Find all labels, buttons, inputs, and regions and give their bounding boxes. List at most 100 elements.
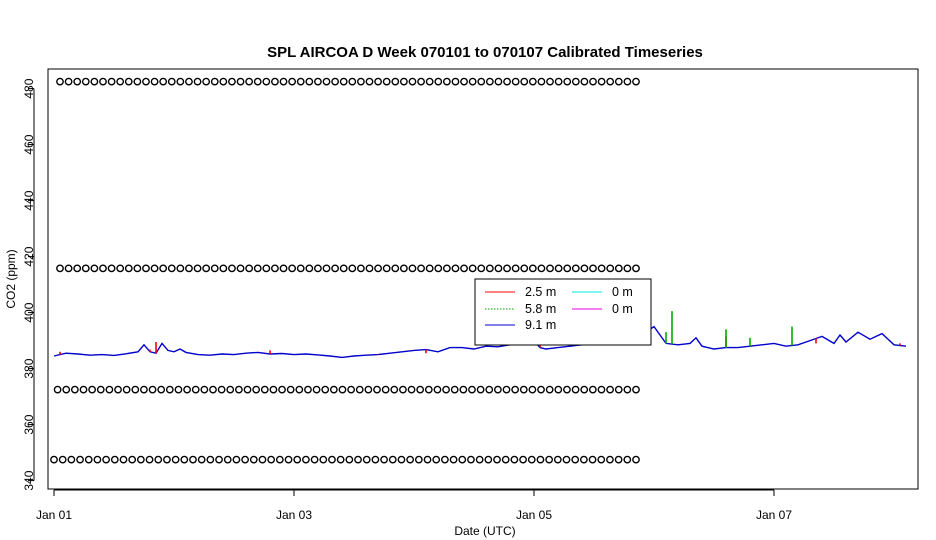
calibration-point bbox=[460, 264, 468, 273]
calibration-point bbox=[390, 385, 399, 394]
x-axis: Jan 01 Jan 03 Jan 05 Jan 07 bbox=[36, 489, 792, 522]
calibration-point bbox=[288, 77, 297, 86]
calibration-point bbox=[476, 385, 485, 394]
calibration-point bbox=[219, 77, 228, 86]
calibration-point bbox=[185, 77, 193, 86]
calibration-point bbox=[262, 264, 271, 273]
calibration-point bbox=[185, 264, 193, 273]
calibration-point bbox=[459, 385, 468, 394]
calibration-point bbox=[589, 264, 597, 273]
y-tick-label: 460 bbox=[22, 134, 36, 154]
calibration-point bbox=[614, 455, 623, 464]
calibration-point bbox=[262, 77, 271, 86]
calibration-point bbox=[433, 385, 442, 394]
calibration-point bbox=[260, 385, 269, 394]
y-tick-label: 400 bbox=[22, 302, 36, 322]
calibration-point bbox=[425, 77, 434, 86]
calibration-point bbox=[406, 455, 415, 464]
calibration-point bbox=[425, 264, 434, 273]
calibration-point bbox=[191, 385, 200, 394]
calibration-point bbox=[380, 455, 388, 464]
calibration-point bbox=[133, 264, 142, 273]
calibration-point bbox=[365, 77, 374, 86]
calibration-point bbox=[632, 77, 640, 86]
calibration-point bbox=[485, 77, 494, 86]
legend-label: 5.8 m bbox=[525, 302, 556, 316]
calibration-point bbox=[228, 77, 236, 86]
calibration-point bbox=[388, 455, 397, 464]
calibration-point bbox=[245, 77, 254, 86]
calibration-point bbox=[253, 77, 262, 86]
calibration-point bbox=[511, 385, 520, 394]
calibration-point bbox=[136, 455, 145, 464]
calibration-point bbox=[105, 385, 114, 394]
calibration-point bbox=[460, 77, 468, 86]
calibration-point bbox=[243, 385, 252, 394]
calibration-point bbox=[128, 455, 137, 464]
calibration-point bbox=[407, 385, 416, 394]
calibration-point bbox=[174, 385, 183, 394]
calibration-point bbox=[165, 385, 174, 394]
calibration-point bbox=[485, 385, 494, 394]
calibration-point bbox=[632, 385, 640, 394]
calibration-point bbox=[67, 455, 76, 464]
calibration-point bbox=[440, 455, 449, 464]
calibration-point bbox=[424, 385, 433, 394]
calibration-point bbox=[417, 264, 425, 273]
calibration-point bbox=[193, 77, 202, 86]
calibration-point bbox=[295, 385, 304, 394]
calibration-point bbox=[124, 77, 133, 86]
calibration-point bbox=[79, 385, 88, 394]
calibration-point bbox=[365, 264, 374, 273]
calibration-point bbox=[614, 77, 623, 86]
calibration-point bbox=[537, 385, 545, 394]
y-axis: 340 360 380 400 420 440 460 480 bbox=[22, 78, 36, 490]
y-tick-label: 440 bbox=[22, 190, 36, 210]
calibration-point bbox=[354, 455, 362, 464]
calibration-point bbox=[193, 264, 202, 273]
legend-label: 2.5 m bbox=[525, 285, 556, 299]
calibration-point bbox=[356, 77, 365, 86]
calibration-point bbox=[64, 77, 73, 86]
calibration-point bbox=[397, 455, 406, 464]
calibration-point bbox=[93, 455, 102, 464]
calibration-point bbox=[391, 77, 400, 86]
calibration-point bbox=[348, 264, 357, 273]
calibration-point bbox=[589, 77, 597, 86]
calibration-point bbox=[528, 264, 537, 273]
calibration-point bbox=[142, 77, 150, 86]
legend-label: 0 m bbox=[612, 285, 633, 299]
calibration-point bbox=[183, 385, 191, 394]
x-tick-label: Jan 07 bbox=[756, 508, 792, 522]
calibration-point bbox=[312, 385, 321, 394]
calibration-point bbox=[423, 455, 432, 464]
calibration-point bbox=[606, 264, 615, 273]
calibration-point bbox=[73, 264, 82, 273]
calibration-point bbox=[296, 264, 305, 273]
calibration-point bbox=[258, 455, 267, 464]
calibration-point bbox=[597, 264, 606, 273]
calibration-point bbox=[53, 385, 62, 394]
calibration-point bbox=[408, 264, 417, 273]
chart-title: SPL AIRCOA D Week 070101 to 070107 Calib… bbox=[267, 44, 703, 61]
calibration-point bbox=[197, 455, 206, 464]
calibration-point bbox=[571, 77, 580, 86]
calibration-point bbox=[356, 264, 365, 273]
calibration-point bbox=[331, 77, 340, 86]
y-tick-label: 480 bbox=[22, 78, 36, 98]
calibration-point bbox=[252, 385, 261, 394]
calibration-point bbox=[477, 77, 486, 86]
calibration-point bbox=[434, 264, 443, 273]
calibration-point bbox=[467, 455, 475, 464]
calibration-point bbox=[381, 385, 390, 394]
calibration-point bbox=[554, 264, 563, 273]
calibration-point bbox=[554, 385, 563, 394]
calibration-point bbox=[314, 77, 322, 86]
calibration-point bbox=[150, 77, 159, 86]
calibration-point bbox=[563, 264, 572, 273]
calibration-point bbox=[209, 385, 217, 394]
calibration-point bbox=[374, 264, 382, 273]
calibration-point bbox=[606, 77, 615, 86]
calibration-point bbox=[322, 264, 331, 273]
calibration-point bbox=[451, 77, 460, 86]
